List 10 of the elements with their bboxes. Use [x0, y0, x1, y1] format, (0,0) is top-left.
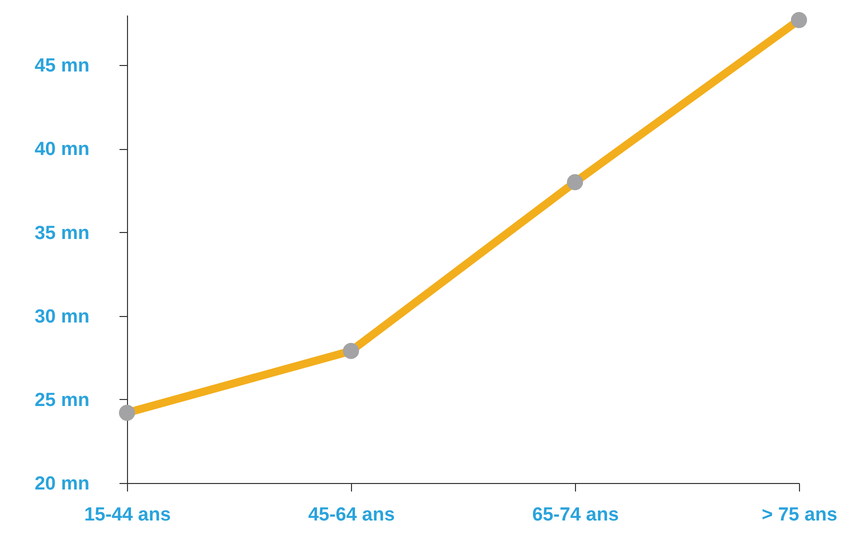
y-tick-label: 25 mn	[34, 390, 90, 411]
x-tick-label: 65-74 ans	[532, 504, 619, 526]
y-tick-label: 30 mn	[34, 306, 90, 328]
x-tick-label: > 75 ans	[762, 504, 838, 526]
y-tick-label: 45 mn	[34, 56, 90, 77]
x-tick-label: 15-44 ans	[84, 504, 171, 526]
x-tick-label: 45-64 ans	[308, 504, 395, 526]
y-tick-label: 40 mn	[34, 139, 90, 160]
y-tick-label: 35 mn	[34, 222, 90, 244]
y-tick-label: 20 mn	[34, 474, 90, 494]
